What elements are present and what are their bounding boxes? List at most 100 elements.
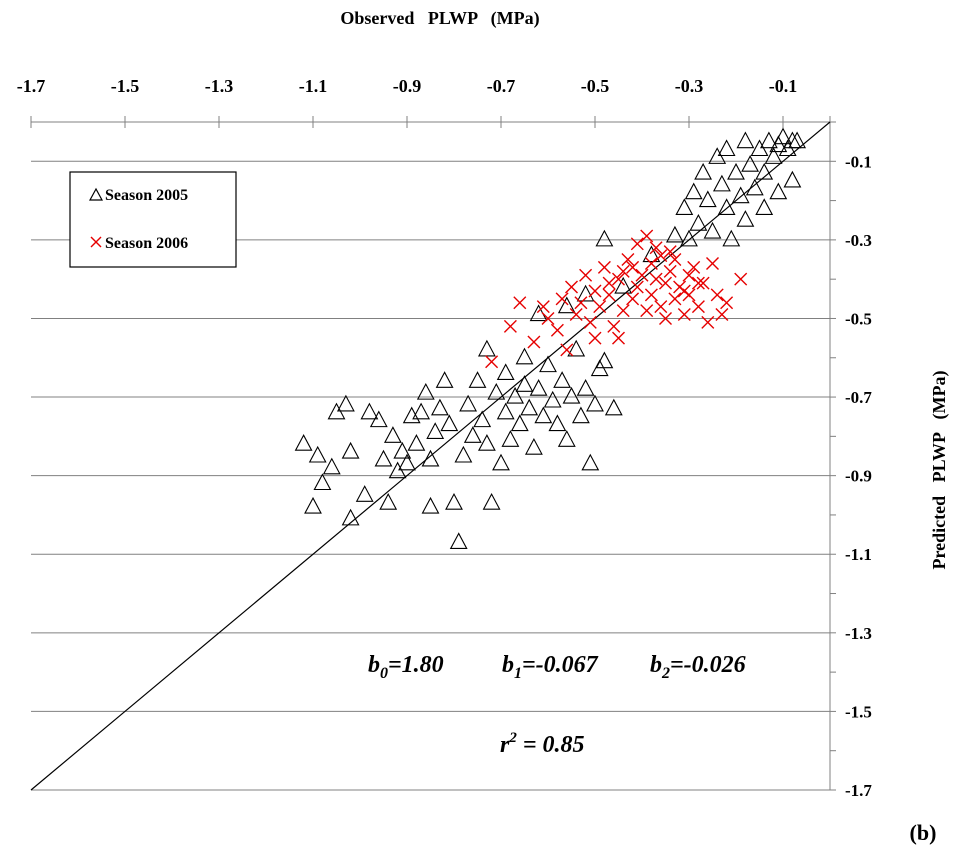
y-tick-label: -1.3 xyxy=(845,624,872,643)
point-2006 xyxy=(691,276,705,290)
coef-b1: b1=-0.067 xyxy=(502,652,599,682)
point-2006 xyxy=(668,253,682,267)
point-2006 xyxy=(597,260,611,274)
point-2005 xyxy=(341,508,360,526)
point-2005 xyxy=(402,406,421,424)
point-2006 xyxy=(677,308,691,322)
point-2006 xyxy=(579,268,593,282)
point-2006 xyxy=(602,276,616,290)
point-2005 xyxy=(755,198,774,215)
y-tick-label: -0.1 xyxy=(845,152,872,171)
point-2005 xyxy=(524,437,543,455)
point-2005 xyxy=(473,410,492,428)
point-2005 xyxy=(543,390,562,408)
point-2006 xyxy=(626,292,640,306)
point-2005 xyxy=(712,174,731,192)
point-2006 xyxy=(630,237,644,251)
y-tick-label: -1.1 xyxy=(845,545,872,564)
point-2006 xyxy=(649,272,663,286)
point-2006 xyxy=(565,280,578,294)
point-2006 xyxy=(612,331,625,345)
point-2005 xyxy=(698,190,717,208)
point-2006 xyxy=(513,296,527,310)
point-2005 xyxy=(459,394,478,412)
point-2005 xyxy=(515,347,534,365)
legend: Season 2005 Season 2006 xyxy=(69,171,237,268)
point-2005 xyxy=(360,402,379,420)
point-2005 xyxy=(529,379,548,396)
y-axis-title: Predicted PLWP (MPa) xyxy=(929,371,950,570)
point-2005 xyxy=(393,441,412,459)
x-tick-label: -0.9 xyxy=(393,76,422,96)
point-2005 xyxy=(548,414,567,432)
point-2006 xyxy=(691,300,705,314)
point-2005 xyxy=(680,229,698,247)
x-tick-label: -0.7 xyxy=(487,76,516,96)
point-2006 xyxy=(569,308,583,322)
point-2005 xyxy=(586,394,604,412)
y-tick-label: -0.5 xyxy=(845,309,872,328)
point-2006 xyxy=(663,264,677,278)
point-2006 xyxy=(640,304,654,318)
point-2005 xyxy=(717,139,736,157)
point-2006 xyxy=(555,292,569,306)
point-2005 xyxy=(576,379,595,396)
point-2005 xyxy=(731,186,750,204)
point-2005 xyxy=(562,386,581,404)
coef-b0: b0=1.80 xyxy=(368,652,444,682)
point-2006 xyxy=(710,288,724,302)
point-2005 xyxy=(407,434,426,451)
point-2005 xyxy=(783,170,802,188)
point-2005 xyxy=(764,147,783,164)
point-2005 xyxy=(313,473,332,491)
point-2005 xyxy=(557,296,576,314)
point-2005 xyxy=(510,414,529,432)
point-2005 xyxy=(576,284,595,302)
y-ticks: -0.1 -0.3 -0.5 -0.7 -0.9 -1.1 -1.3 -1.5 -1.7 xyxy=(830,121,872,800)
legend-label-2005: Season 2005 xyxy=(105,187,188,204)
point-2005 xyxy=(604,398,623,416)
point-2005 xyxy=(684,182,703,200)
point-2005 xyxy=(383,426,402,443)
point-2006 xyxy=(649,241,663,255)
point-2005 xyxy=(440,414,459,432)
point-2006 xyxy=(654,249,668,263)
point-2005 xyxy=(717,198,736,215)
point-2005 xyxy=(501,430,520,447)
point-2006 xyxy=(682,268,696,282)
x-ticks: -1.7 -1.5 -1.3 -1.1 -0.9 -0.7 -0.5 -0.3 -0.1 xyxy=(17,76,831,128)
r-squared: r2 = 0.85 xyxy=(500,730,585,758)
series-season-2005 xyxy=(294,127,807,549)
point-2005 xyxy=(557,430,576,447)
point-2005 xyxy=(755,162,774,180)
point-2005 xyxy=(421,496,440,514)
point-2006 xyxy=(607,319,621,333)
point-2006 xyxy=(588,284,602,298)
y-tick-label: -0.7 xyxy=(845,388,872,407)
point-2005 xyxy=(416,382,435,400)
point-2005 xyxy=(374,449,393,467)
point-2005 xyxy=(477,339,496,357)
y-tick-label: -1.5 xyxy=(845,702,872,721)
point-2005 xyxy=(463,426,482,443)
point-2005 xyxy=(322,457,341,475)
x-tick-label: -1.5 xyxy=(111,76,140,96)
point-2006 xyxy=(640,229,654,243)
point-2006 xyxy=(602,288,616,302)
point-2005 xyxy=(492,453,510,471)
x-axis-title: Observed PLWP (MPa) xyxy=(340,8,539,29)
point-2006 xyxy=(659,311,672,325)
point-2006 xyxy=(583,315,597,329)
point-2006 xyxy=(630,280,644,294)
point-2006 xyxy=(635,268,649,282)
point-2006 xyxy=(560,343,574,357)
point-2006 xyxy=(616,304,630,318)
point-2005 xyxy=(581,453,600,471)
point-2006 xyxy=(706,256,719,270)
x-tick-label: -1.1 xyxy=(299,76,328,96)
y-tick-label: -0.9 xyxy=(845,467,872,486)
point-2006 xyxy=(644,288,658,302)
point-2006 xyxy=(588,331,602,345)
point-2005 xyxy=(430,398,449,416)
